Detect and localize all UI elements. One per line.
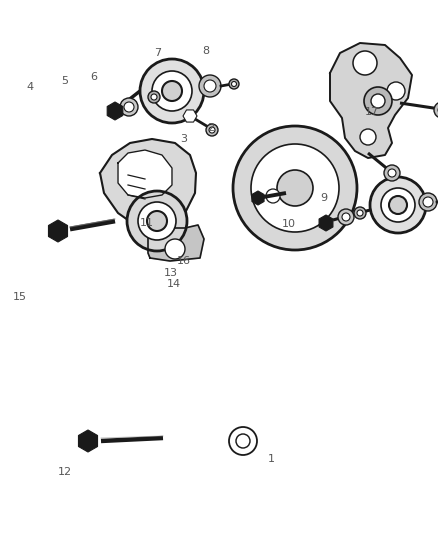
Text: 12: 12 (58, 467, 72, 477)
Text: 1: 1 (268, 455, 275, 464)
Circle shape (381, 188, 415, 222)
Circle shape (357, 210, 363, 216)
Polygon shape (49, 220, 67, 242)
Circle shape (364, 87, 392, 115)
Circle shape (434, 102, 438, 118)
Circle shape (370, 177, 426, 233)
Polygon shape (78, 430, 98, 452)
Circle shape (354, 207, 366, 219)
Polygon shape (319, 215, 333, 231)
Text: 11: 11 (140, 218, 154, 228)
Polygon shape (252, 191, 264, 205)
Circle shape (423, 197, 433, 207)
Circle shape (277, 170, 313, 206)
Circle shape (338, 209, 354, 225)
Circle shape (127, 191, 187, 251)
Polygon shape (148, 225, 204, 261)
Circle shape (162, 81, 182, 101)
Circle shape (138, 202, 176, 240)
Circle shape (204, 80, 216, 92)
Circle shape (232, 82, 237, 86)
Text: 2: 2 (207, 123, 214, 133)
Text: 8: 8 (202, 46, 209, 55)
Circle shape (229, 427, 257, 455)
Polygon shape (118, 150, 172, 198)
Circle shape (152, 71, 192, 111)
Polygon shape (183, 110, 197, 122)
Polygon shape (330, 43, 412, 158)
Text: 7: 7 (154, 49, 161, 58)
Circle shape (353, 51, 377, 75)
Text: 15: 15 (13, 293, 27, 302)
Text: 13: 13 (164, 268, 178, 278)
Polygon shape (100, 139, 196, 228)
Circle shape (147, 211, 167, 231)
Circle shape (120, 98, 138, 116)
Circle shape (165, 239, 185, 259)
Circle shape (389, 196, 407, 214)
Circle shape (419, 193, 437, 211)
Circle shape (266, 189, 280, 203)
Polygon shape (107, 102, 123, 120)
Circle shape (360, 129, 376, 145)
Text: 5: 5 (61, 76, 68, 86)
Circle shape (209, 127, 215, 133)
Text: 10: 10 (282, 219, 296, 229)
Circle shape (140, 59, 204, 123)
Circle shape (387, 82, 405, 100)
Text: 3: 3 (180, 134, 187, 143)
Circle shape (236, 434, 250, 448)
Text: 9: 9 (321, 193, 328, 203)
Circle shape (342, 213, 350, 221)
Text: 17: 17 (365, 107, 379, 117)
Circle shape (151, 94, 157, 100)
Text: 6: 6 (91, 72, 98, 82)
Circle shape (251, 144, 339, 232)
Circle shape (388, 169, 396, 177)
Circle shape (371, 94, 385, 108)
Circle shape (229, 79, 239, 89)
Circle shape (233, 126, 357, 250)
Text: 16: 16 (177, 256, 191, 266)
Text: 14: 14 (167, 279, 181, 288)
Circle shape (206, 124, 218, 136)
Circle shape (124, 102, 134, 112)
Circle shape (384, 165, 400, 181)
Text: 4: 4 (26, 83, 33, 92)
Circle shape (148, 91, 160, 103)
Circle shape (199, 75, 221, 97)
